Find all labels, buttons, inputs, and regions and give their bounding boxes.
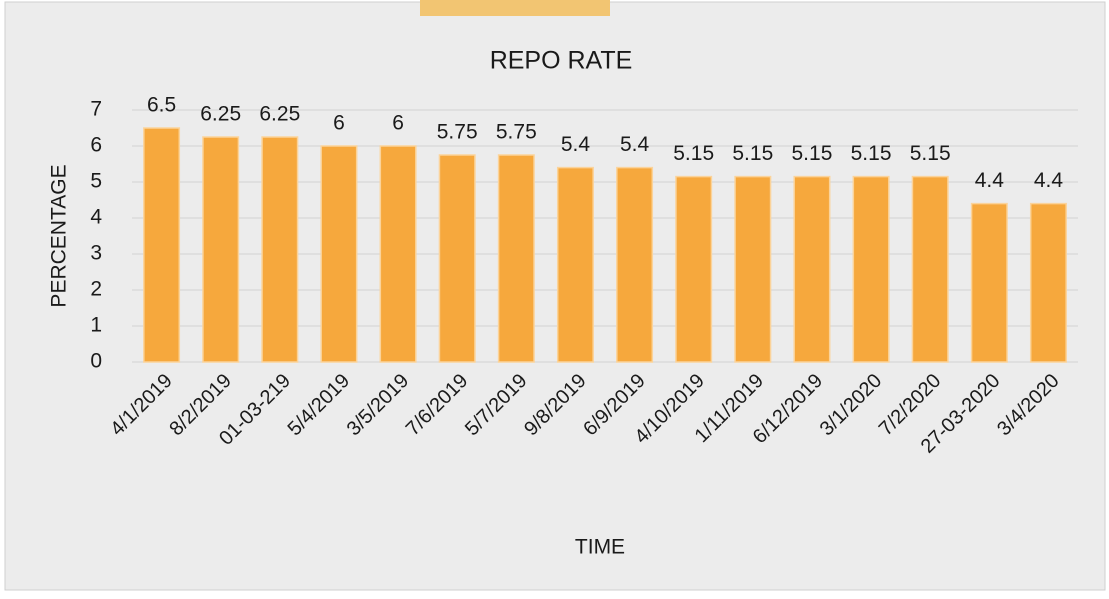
value-label: 5.15 — [851, 142, 892, 165]
y-axis-title: PERCENTAGE — [48, 164, 71, 307]
bar — [617, 168, 652, 362]
bar — [676, 177, 711, 362]
value-label: 5.15 — [673, 142, 714, 165]
y-tick-label: 0 — [90, 350, 102, 373]
value-label: 6.5 — [147, 94, 176, 117]
value-label: 5.75 — [437, 121, 478, 144]
bar — [439, 155, 474, 362]
bar — [735, 177, 770, 362]
value-label: 5.75 — [496, 121, 537, 144]
value-label: 4.4 — [975, 169, 1005, 192]
y-tick-label: 4 — [90, 206, 102, 229]
value-label: 6.25 — [259, 103, 300, 126]
bar — [972, 204, 1007, 362]
bar — [912, 177, 947, 362]
bar — [262, 137, 297, 362]
value-label: 5.4 — [620, 133, 650, 156]
y-tick-label: 1 — [90, 314, 102, 337]
value-label: 4.4 — [1034, 169, 1064, 192]
value-label: 5.15 — [792, 142, 833, 165]
value-label: 5.15 — [732, 142, 773, 165]
value-label: 6 — [392, 112, 404, 135]
bar — [380, 146, 415, 362]
bar — [853, 177, 888, 362]
bar — [203, 137, 238, 362]
bar — [558, 168, 593, 362]
chart-title: REPO RATE — [490, 47, 633, 75]
bar — [1031, 204, 1066, 362]
bar — [144, 128, 179, 362]
y-tick-label: 7 — [90, 98, 102, 121]
value-label: 6 — [333, 112, 345, 135]
header-image-fragment — [420, 0, 610, 16]
bar — [794, 177, 829, 362]
bar — [499, 155, 534, 362]
y-tick-label: 6 — [90, 134, 102, 157]
y-tick-label: 3 — [90, 242, 102, 265]
value-label: 5.4 — [561, 133, 591, 156]
page: {"chart_data": {"type": "bar", "title": … — [0, 0, 1109, 594]
bar — [321, 146, 356, 362]
y-tick-label: 5 — [90, 170, 102, 193]
value-label: 6.25 — [200, 103, 241, 126]
value-label: 5.15 — [910, 142, 951, 165]
chart: REPO RATE TIME PERCENTAGE 012345674/1/20… — [0, 0, 1109, 594]
x-axis-title: TIME — [575, 536, 625, 559]
y-tick-label: 2 — [90, 278, 102, 301]
